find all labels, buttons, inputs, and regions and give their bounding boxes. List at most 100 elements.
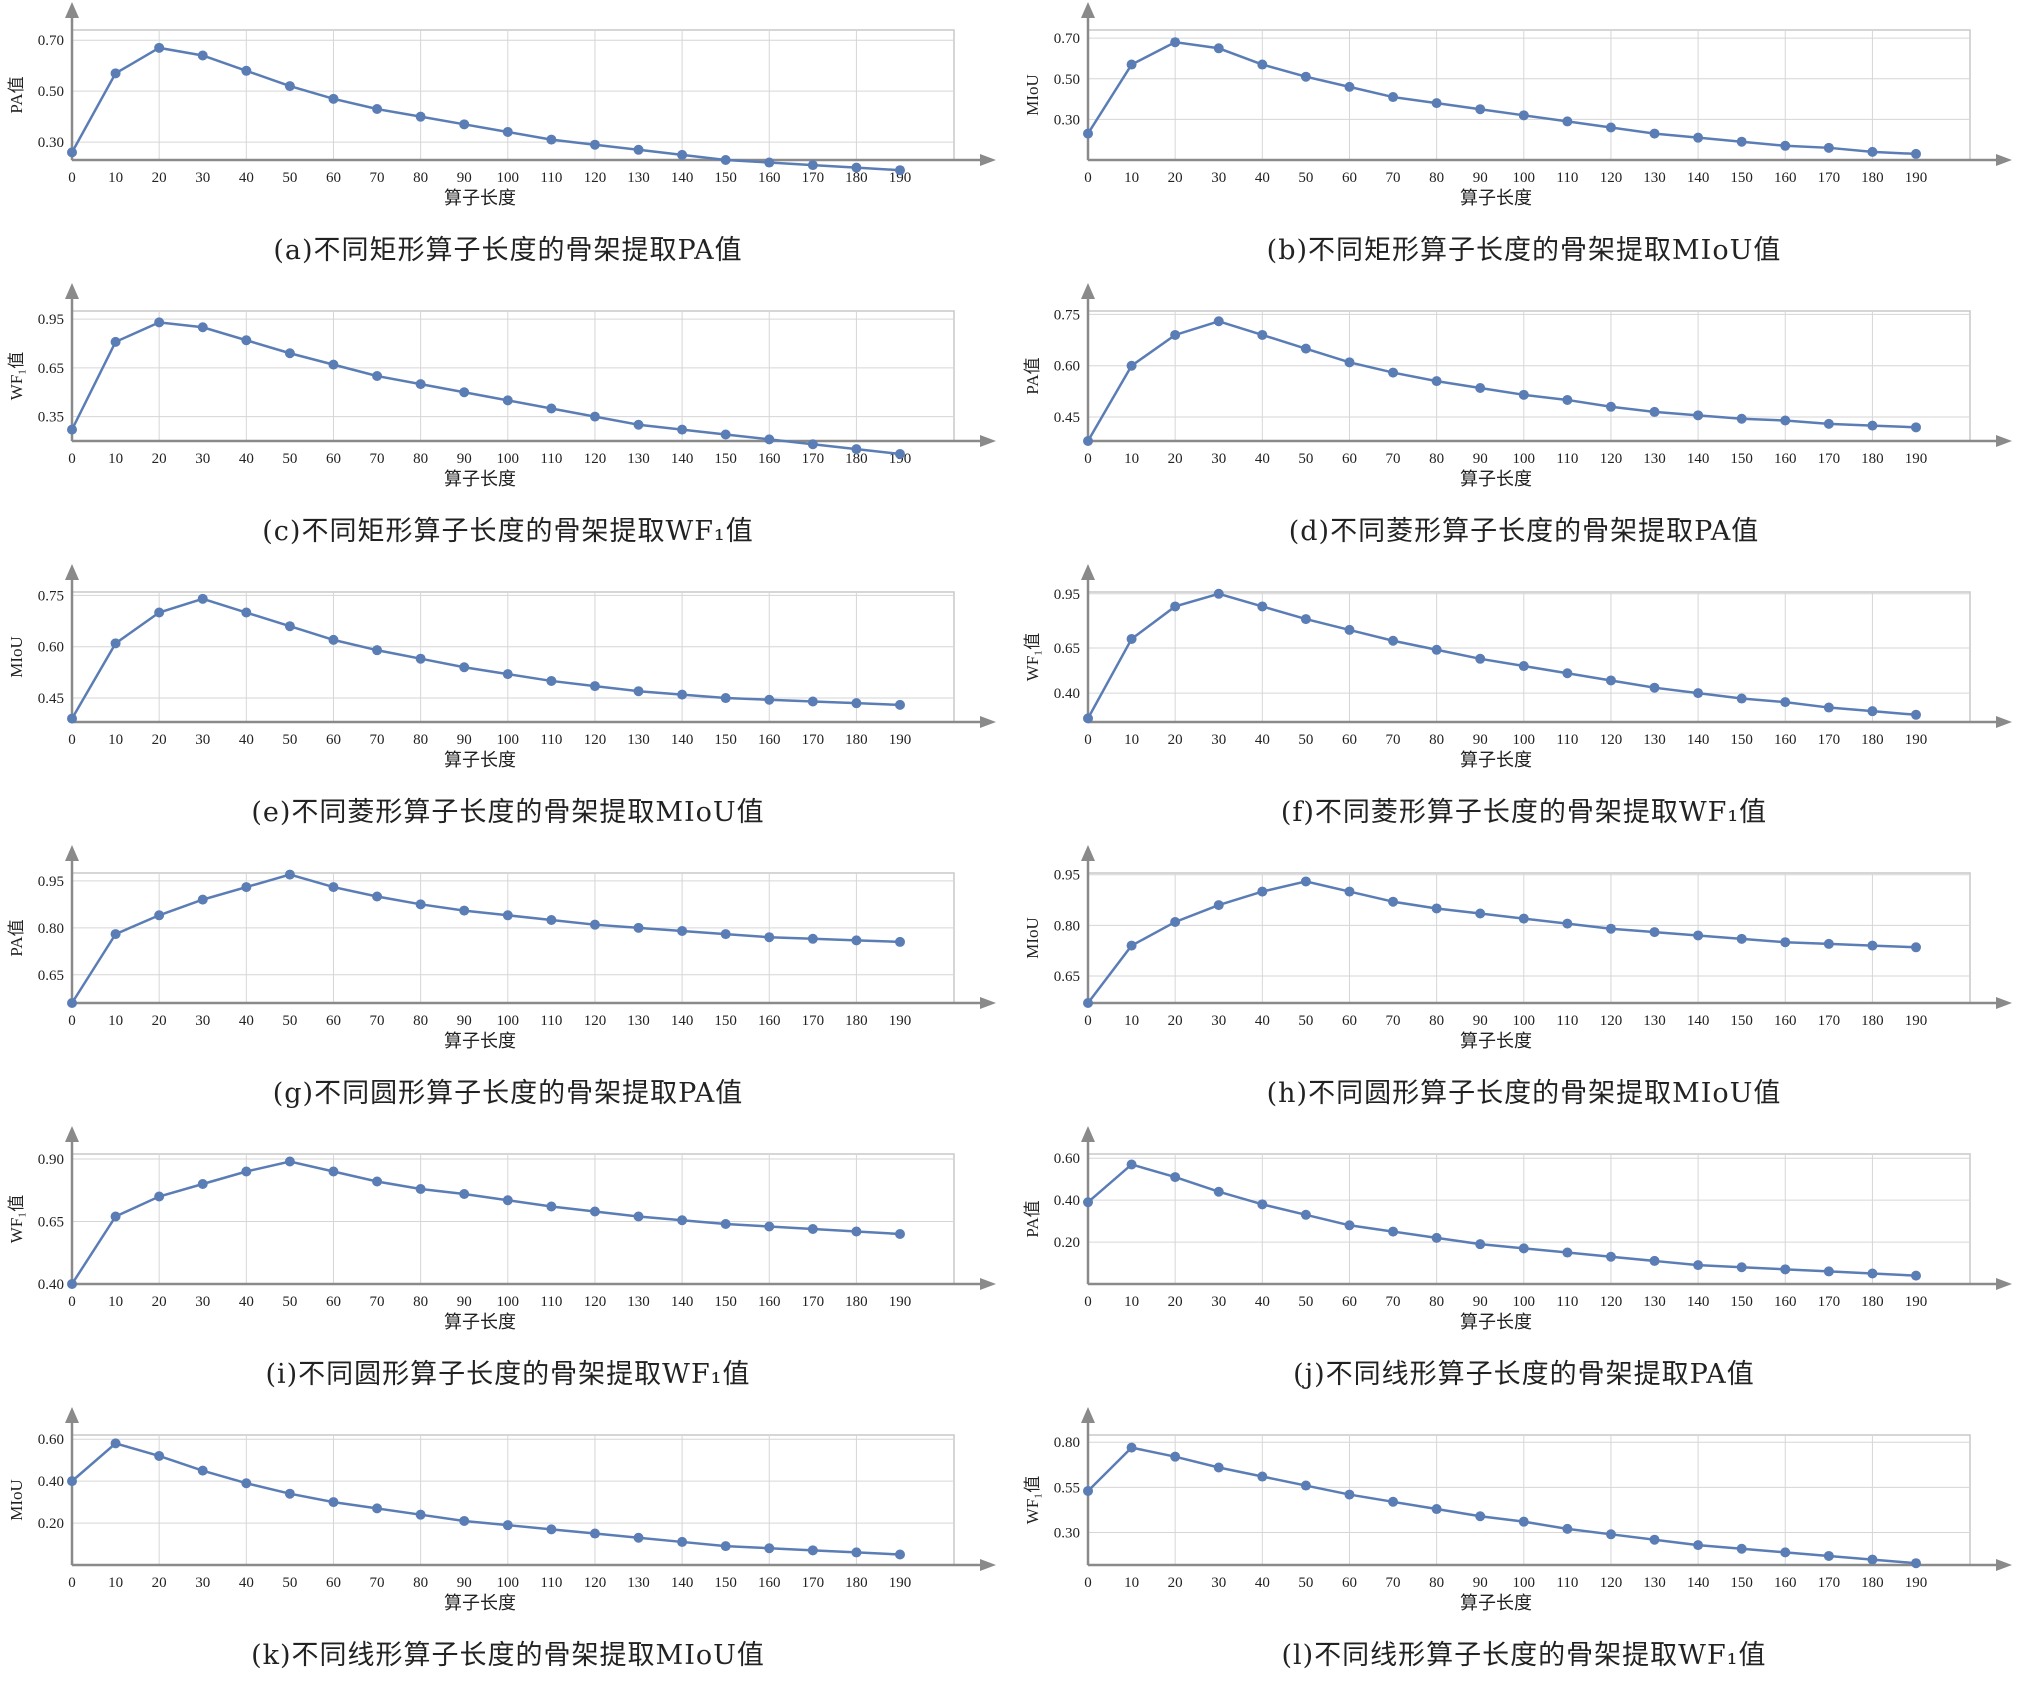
y-axis-label: MIoU <box>1023 917 1042 959</box>
data-point <box>154 1450 165 1461</box>
x-tick-label: 110 <box>540 1013 562 1029</box>
data-point <box>1257 329 1268 340</box>
data-point <box>807 1224 818 1234</box>
chart-caption: (j)不同线形算子长度的骨架提取PA值 <box>1293 1359 1755 1390</box>
x-tick-label: 20 <box>1168 1294 1183 1310</box>
x-tick-label: 120 <box>1600 1294 1623 1310</box>
x-tick-label: 20 <box>1168 1575 1183 1591</box>
data-point <box>1388 92 1399 103</box>
data-point <box>1911 1270 1921 1281</box>
x-tick-label: 30 <box>1211 1013 1226 1029</box>
x-tick-label: 150 <box>714 1575 737 1591</box>
chart-svg: 0 10 20 30 40 50 60 70 80 90 100 110 120 130 140 150 160… <box>7 2 996 208</box>
x-axis-label: 算子长度 <box>1460 469 1532 489</box>
x-tick-label: 20 <box>152 732 167 748</box>
x-axis-label: 算子长度 <box>1460 1312 1532 1332</box>
data-point <box>1300 71 1311 82</box>
data-point <box>1300 876 1311 887</box>
data-point <box>154 317 165 328</box>
data-point <box>1605 401 1616 412</box>
data-point <box>720 1541 731 1552</box>
data-point <box>1605 122 1616 133</box>
data-point <box>1213 900 1224 911</box>
data-point <box>284 869 295 880</box>
x-tick-label: 180 <box>845 1575 868 1591</box>
data-point <box>110 1211 121 1222</box>
x-tick-label: 110 <box>1556 732 1578 748</box>
chart-caption: (f)不同菱形算子长度的骨架提取WF₁值 <box>1280 797 1768 828</box>
x-tick-label: 180 <box>1861 1013 1884 1029</box>
x-tick-label: 0 <box>68 1575 76 1591</box>
x-tick-label: 20 <box>152 170 167 186</box>
x-tick-label: 30 <box>195 1013 210 1029</box>
x-tick-label: 180 <box>1861 451 1884 467</box>
x-axis-arrow <box>980 154 996 166</box>
y-tick-label: 0.30 <box>1054 112 1080 128</box>
series-line <box>1087 1446 1917 1565</box>
data-point <box>1649 406 1660 417</box>
y-tick-label: 0.50 <box>38 84 64 100</box>
data-point <box>895 1549 905 1560</box>
y-axis-arrow <box>1081 1126 1095 1142</box>
data-point <box>110 68 121 79</box>
x-tick-label: 170 <box>802 451 825 467</box>
y-axis-label: MIoU <box>7 1479 26 1521</box>
x-tick-label: 30 <box>195 1294 210 1310</box>
x-tick-label: 150 <box>1730 1294 1753 1310</box>
x-tick-label: 150 <box>1730 1013 1753 1029</box>
plot-frame <box>71 29 955 161</box>
data-point <box>1257 601 1268 612</box>
y-tick-label: 0.20 <box>1054 1235 1080 1251</box>
x-axis-label: 算子长度 <box>444 1593 516 1613</box>
x-tick-label: 90 <box>1473 1294 1488 1310</box>
data-point <box>284 1156 295 1167</box>
x-tick-label: 60 <box>326 1013 341 1029</box>
y-tick-label: 0.30 <box>38 135 64 151</box>
x-tick-label: 20 <box>152 1575 167 1591</box>
x-tick-label: 100 <box>497 170 520 186</box>
x-tick-label: 100 <box>1513 1575 1536 1591</box>
x-tick-label: 110 <box>1556 1013 1578 1029</box>
x-tick-label: 140 <box>671 451 694 467</box>
x-tick-label: 140 <box>1687 1575 1710 1591</box>
data-point <box>197 1179 208 1189</box>
data-point <box>1562 668 1573 679</box>
y-tick-label: 0.30 <box>1054 1526 1080 1542</box>
x-tick-label: 180 <box>1861 170 1884 186</box>
data-point <box>459 662 470 673</box>
data-point <box>1431 903 1442 914</box>
x-axis-label: 算子长度 <box>1460 188 1532 208</box>
x-tick-label: 30 <box>195 1575 210 1591</box>
chart-caption: (k)不同线形算子长度的骨架提取MIoU值 <box>251 1640 765 1671</box>
data-point <box>154 1191 165 1202</box>
y-tick-label: 0.75 <box>38 588 64 604</box>
x-tick-label: 30 <box>195 732 210 748</box>
data-point <box>1475 382 1486 393</box>
x-tick-label: 60 <box>1342 1294 1357 1310</box>
data-point <box>1300 1209 1311 1220</box>
x-tick-label: 190 <box>889 1013 912 1029</box>
data-point <box>197 593 208 604</box>
x-tick-label: 170 <box>1818 1013 1841 1029</box>
x-tick-label: 60 <box>1342 451 1357 467</box>
x-tick-label: 30 <box>1211 451 1226 467</box>
x-tick-label: 180 <box>845 451 868 467</box>
data-point <box>110 638 121 649</box>
data-point <box>764 1543 775 1554</box>
x-tick-label: 130 <box>1643 451 1666 467</box>
data-point <box>1780 937 1791 948</box>
chart-panel-1: 0 10 20 30 40 50 60 70 80 90 100 110 120 130 140 150 160… <box>0 0 1016 281</box>
data-point <box>1257 59 1268 70</box>
data-point <box>1518 913 1529 924</box>
data-point <box>1213 43 1224 54</box>
y-axis-label: MIoU <box>7 636 26 678</box>
data-point <box>807 1545 818 1556</box>
chart-caption: (b)不同矩形算子长度的骨架提取MIoU值 <box>1266 235 1782 266</box>
data-point <box>328 1497 339 1508</box>
data-point <box>1257 886 1268 897</box>
x-tick-label: 170 <box>802 732 825 748</box>
chart-caption: (a)不同矩形算子长度的骨架提取PA值 <box>273 235 743 266</box>
x-tick-label: 140 <box>671 1575 694 1591</box>
x-tick-label: 80 <box>413 451 428 467</box>
